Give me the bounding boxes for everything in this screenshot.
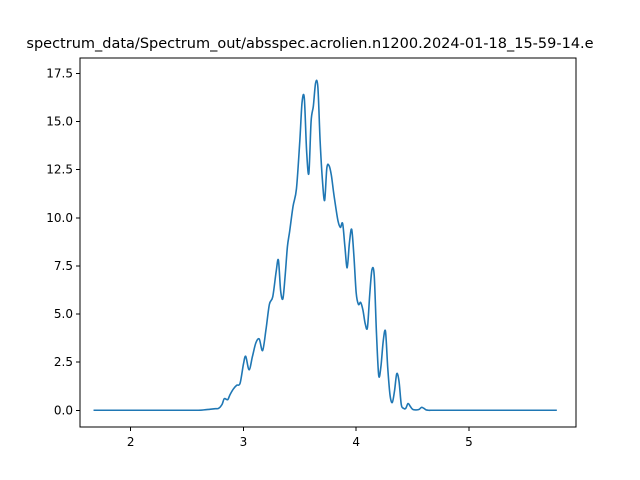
y-tick-label: 15.0 [46, 115, 73, 129]
x-axis: 2 3 4 5 [127, 427, 473, 449]
y-tick-label: 2.5 [54, 355, 73, 369]
x-tick-label: 5 [465, 435, 473, 449]
spectrum-line [93, 79, 557, 412]
x-tick-label: 3 [240, 435, 248, 449]
y-tick-label: 0.0 [54, 403, 73, 417]
y-tick-label: 5.0 [54, 307, 73, 321]
y-tick-label: 17.5 [46, 66, 73, 80]
plot-area [93, 79, 557, 412]
chart-title: spectrum_data/Spectrum_out/absspec.acrol… [26, 36, 593, 52]
x-tick-label: 4 [352, 435, 360, 449]
y-tick-label: 7.5 [54, 259, 73, 273]
y-axis: 0.0 2.5 5.0 7.5 10.0 12.5 15.0 17.5 [46, 66, 80, 417]
axes-frame [79, 57, 577, 428]
x-tick-label: 2 [127, 435, 135, 449]
y-tick-label: 12.5 [46, 163, 73, 177]
y-tick-label: 10.0 [46, 211, 73, 225]
